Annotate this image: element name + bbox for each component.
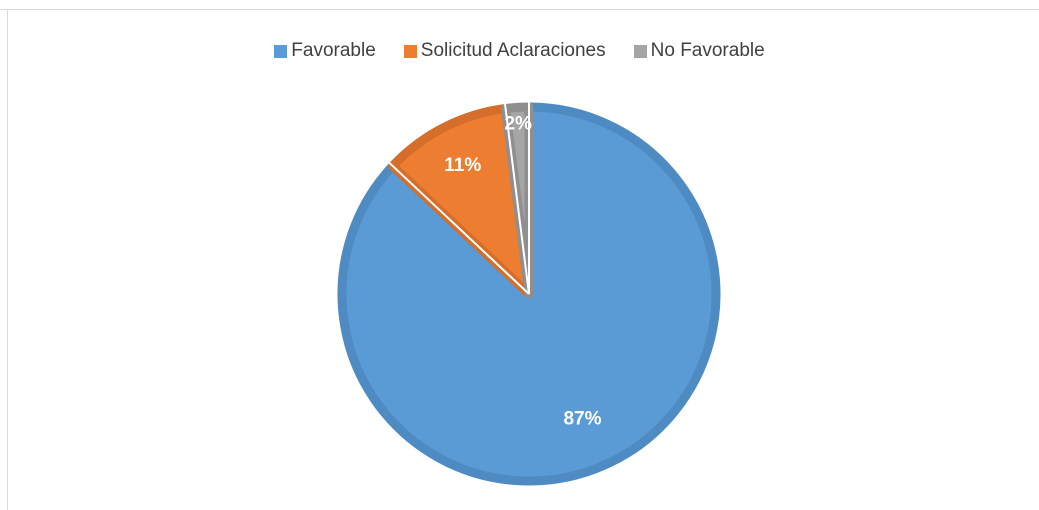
slice-separator: [388, 161, 530, 295]
data-label-favorable: 87%: [563, 409, 601, 430]
legend: Favorable Solicitud Aclaraciones No Favo…: [0, 40, 1039, 62]
left-border: [7, 10, 8, 510]
data-label-solicitud-aclaraciones: 11%: [444, 155, 481, 176]
pie-slice-solicitud-aclaraciones: [388, 103, 534, 299]
legend-item-solicitud: Solicitud Aclaraciones: [403, 40, 606, 62]
data-label-no-favorable: 2%: [504, 113, 532, 134]
legend-swatch-solicitud: [403, 44, 417, 58]
legend-label-favorable: Favorable: [291, 40, 376, 61]
legend-item-no-favorable: No Favorable: [633, 40, 765, 62]
legend-swatch-favorable: [274, 44, 288, 58]
legend-label-solicitud: Solicitud Aclaraciones: [420, 40, 606, 61]
legend-label-no-favorable: No Favorable: [650, 40, 765, 61]
legend-swatch-no-favorable: [633, 44, 647, 58]
legend-item-favorable: Favorable: [274, 40, 376, 62]
slice-separator: [503, 103, 530, 295]
top-border: [0, 0, 1039, 10]
